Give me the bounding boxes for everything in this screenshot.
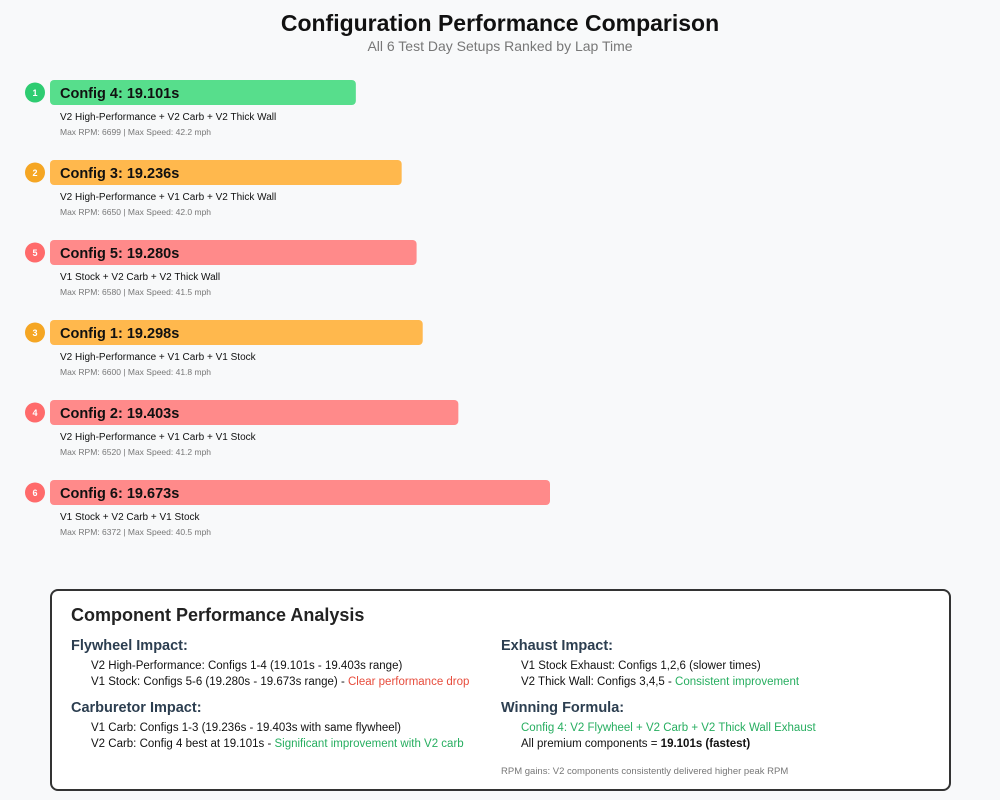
lap-time-bar bbox=[50, 160, 402, 185]
page-title: Configuration Performance Comparison bbox=[280, 10, 720, 36]
flywheel-line-1: V2 High-Performance: Configs 1-4 (19.101… bbox=[91, 660, 403, 672]
exhaust-heading: Exhaust Impact: bbox=[501, 638, 613, 654]
carburetor-line-2-text: V2 Carb: Config 4 best at 19.101s - bbox=[91, 737, 275, 750]
rank-badge-label: 1 bbox=[32, 88, 37, 98]
rank-badge-label: 4 bbox=[32, 408, 37, 418]
lap-time-bar bbox=[50, 80, 356, 105]
winning-line-2: All premium components = 19.101s (fastes… bbox=[501, 737, 931, 753]
lap-time-bar-chart: 1 Config 4: 19.101s V2 High-Performance + … bbox=[25, 80, 550, 537]
bar-label: Config 1: 19.298s bbox=[60, 326, 179, 342]
rank-badge-label: 3 bbox=[32, 328, 37, 338]
analysis-right-column: Exhaust Impact: V1 Stock Exhaust: Config… bbox=[501, 638, 931, 777]
carburetor-line-2-note: Significant improvement with V2 carb bbox=[274, 737, 464, 750]
bar-label: Config 2: 19.403s bbox=[60, 406, 179, 422]
rank-badge-label: 5 bbox=[32, 248, 37, 258]
bar-label: Config 4: 19.101s bbox=[60, 86, 179, 102]
analysis-left-column: Flywheel Impact: V2 High-Performance: Co… bbox=[71, 638, 501, 752]
rank-badge bbox=[25, 402, 45, 423]
flywheel-line-2: V1 Stock: Configs 5-6 (19.280s - 19.673s… bbox=[71, 675, 501, 691]
flywheel-line-2-text: V1 Stock: Configs 5-6 (19.280s - 19.673s… bbox=[91, 675, 348, 688]
exhaust-line-2: V2 Thick Wall: Configs 3,4,5 - Consisten… bbox=[501, 675, 931, 691]
rank-badge bbox=[25, 82, 45, 103]
winning-heading: Winning Formula: bbox=[501, 700, 625, 716]
exhaust-line-2-note: Consistent improvement bbox=[675, 675, 800, 688]
carburetor-line-2: V2 Carb: Config 4 best at 19.101s - Sign… bbox=[71, 737, 501, 753]
config-description: V2 High-Performance + V1 Carb + V2 Thick… bbox=[60, 192, 276, 203]
config-stats: Max RPM: 6650 | Max Speed: 42.0 mph bbox=[60, 207, 211, 217]
rank-badge bbox=[25, 242, 45, 263]
winning-line-2-bold: 19.101s (fastest) bbox=[660, 737, 751, 750]
rank-badge bbox=[25, 322, 45, 343]
rank-badge bbox=[25, 162, 45, 183]
config-description: V2 High-Performance + V1 Carb + V1 Stock bbox=[60, 352, 257, 363]
flywheel-heading: Flywheel Impact: bbox=[71, 638, 188, 654]
config-stats: Max RPM: 6699 | Max Speed: 42.2 mph bbox=[60, 127, 211, 137]
rpm-note: RPM gains: V2 components consistently de… bbox=[501, 766, 789, 777]
config-stats: Max RPM: 6372 | Max Speed: 40.5 mph bbox=[60, 527, 211, 537]
rank-badge-label: 6 bbox=[32, 488, 37, 498]
config-description: V1 Stock + V2 Carb + V2 Thick Wall bbox=[60, 272, 220, 283]
winning-line-1: Config 4: V2 Flywheel + V2 Carb + V2 Thi… bbox=[521, 722, 816, 734]
config-description: V2 High-Performance + V2 Carb + V2 Thick… bbox=[60, 112, 276, 123]
carburetor-heading: Carburetor Impact: bbox=[71, 700, 202, 716]
config-description: V2 High-Performance + V1 Carb + V1 Stock bbox=[60, 432, 257, 443]
winning-line-2-text: All premium components = bbox=[521, 737, 661, 750]
lap-time-bar bbox=[50, 480, 550, 505]
rank-badge-label: 2 bbox=[32, 168, 37, 178]
bar-label: Config 5: 19.280s bbox=[60, 246, 179, 262]
analysis-title: Component Performance Analysis bbox=[71, 605, 365, 625]
config-stats: Max RPM: 6600 | Max Speed: 41.8 mph bbox=[60, 367, 211, 377]
exhaust-line-1: V1 Stock Exhaust: Configs 1,2,6 (slower … bbox=[521, 660, 761, 672]
lap-time-bar bbox=[50, 320, 423, 345]
page-subtitle: All 6 Test Day Setups Ranked by Lap Time bbox=[367, 38, 633, 54]
bar-label: Config 6: 19.673s bbox=[60, 486, 179, 502]
rank-badge bbox=[25, 482, 45, 503]
exhaust-line-2-text: V2 Thick Wall: Configs 3,4,5 - bbox=[521, 675, 676, 688]
flywheel-line-2-note: Clear performance drop bbox=[347, 675, 470, 688]
config-description: V1 Stock + V2 Carb + V1 Stock bbox=[60, 512, 201, 523]
carburetor-line-1: V1 Carb: Configs 1-3 (19.236s - 19.403s … bbox=[91, 722, 402, 734]
lap-time-bar bbox=[50, 240, 417, 265]
config-stats: Max RPM: 6520 | Max Speed: 41.2 mph bbox=[60, 447, 211, 457]
component-analysis-panel: Component Performance Analysis Flywheel … bbox=[50, 589, 951, 791]
lap-time-bar bbox=[50, 400, 459, 425]
bar-label: Config 3: 19.236s bbox=[60, 166, 179, 182]
config-stats: Max RPM: 6580 | Max Speed: 41.5 mph bbox=[60, 287, 211, 297]
